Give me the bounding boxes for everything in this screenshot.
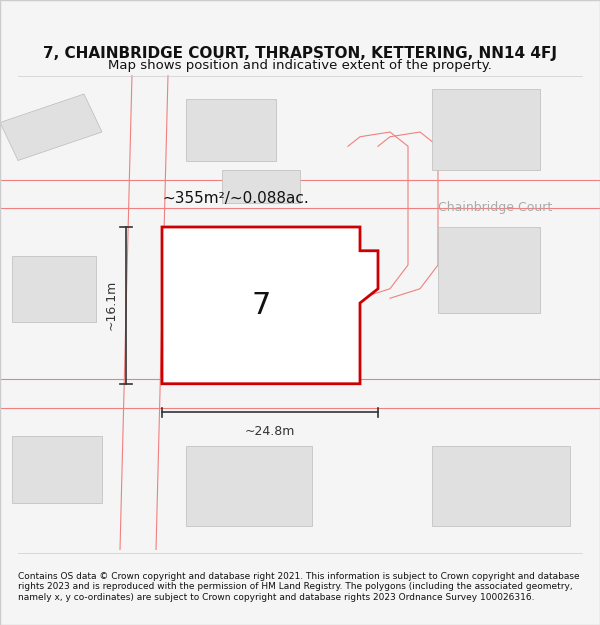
Text: ~16.1m: ~16.1m bbox=[104, 280, 118, 331]
Text: ~355m²/~0.088ac.: ~355m²/~0.088ac. bbox=[162, 191, 309, 206]
Polygon shape bbox=[432, 446, 570, 526]
Polygon shape bbox=[12, 436, 102, 502]
Polygon shape bbox=[216, 256, 312, 336]
Text: Chainbridge Court: Chainbridge Court bbox=[438, 201, 552, 214]
Polygon shape bbox=[0, 94, 102, 161]
Text: 7: 7 bbox=[251, 291, 271, 320]
Polygon shape bbox=[222, 170, 300, 203]
Polygon shape bbox=[162, 227, 378, 384]
Text: 7, CHAINBRIDGE COURT, THRAPSTON, KETTERING, NN14 4FJ: 7, CHAINBRIDGE COURT, THRAPSTON, KETTERI… bbox=[43, 46, 557, 61]
Text: Contains OS data © Crown copyright and database right 2021. This information is : Contains OS data © Crown copyright and d… bbox=[18, 572, 580, 602]
Text: Map shows position and indicative extent of the property.: Map shows position and indicative extent… bbox=[108, 59, 492, 72]
Text: ~24.8m: ~24.8m bbox=[245, 425, 295, 438]
Polygon shape bbox=[438, 227, 540, 312]
Polygon shape bbox=[186, 99, 276, 161]
Polygon shape bbox=[186, 446, 312, 526]
Polygon shape bbox=[432, 89, 540, 170]
Polygon shape bbox=[12, 256, 96, 322]
